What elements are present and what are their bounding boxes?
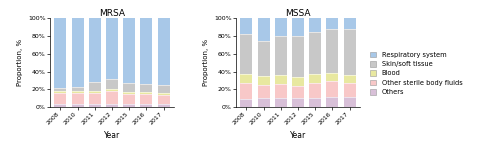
Y-axis label: Proportion, %: Proportion, % [16,39,22,86]
Bar [89,93,101,104]
Bar [89,104,101,107]
Bar [344,97,355,107]
Bar [275,18,287,36]
Bar [140,94,152,104]
Bar [158,95,170,104]
X-axis label: Year: Year [290,131,306,140]
Bar [326,73,338,81]
Bar [258,85,270,98]
Bar [140,104,152,107]
Bar [54,88,66,91]
Bar [258,41,270,76]
Bar [240,99,252,107]
Bar [292,98,304,107]
Bar [54,18,66,88]
Bar [344,83,355,97]
Bar [123,104,135,107]
Bar [158,85,170,93]
Bar [54,91,66,93]
Bar [54,104,66,107]
Bar [309,18,321,32]
Bar [326,18,338,29]
Bar [72,87,84,91]
Bar [292,18,304,36]
Bar [72,91,84,93]
Bar [275,98,287,107]
Bar [89,91,101,93]
Bar [309,74,321,83]
Bar [106,104,118,107]
Bar [54,93,66,104]
Legend: Respiratory system, Skin/soft tissue, Blood, Other sterile body fluids, Others: Respiratory system, Skin/soft tissue, Bl… [368,50,464,97]
Bar [72,93,84,104]
Bar [158,93,170,95]
Bar [240,83,252,99]
Bar [292,77,304,86]
Bar [106,89,118,91]
Title: MSSA: MSSA [285,9,311,18]
Bar [123,18,135,83]
Bar [344,75,355,83]
Bar [326,29,338,73]
Bar [258,76,270,85]
Bar [326,97,338,107]
Bar [344,29,355,75]
Bar [326,81,338,97]
Bar [123,94,135,104]
X-axis label: Year: Year [104,131,120,140]
Title: MRSA: MRSA [99,9,125,18]
Bar [292,86,304,98]
Bar [123,92,135,94]
Bar [140,18,152,84]
Bar [158,18,170,85]
Bar [275,84,287,98]
Bar [106,91,118,104]
Bar [240,74,252,83]
Bar [72,104,84,107]
Bar [309,83,321,98]
Bar [89,18,101,82]
Bar [240,34,252,74]
Bar [89,82,101,91]
Y-axis label: Proportion, %: Proportion, % [202,39,208,86]
Bar [140,92,152,94]
Bar [309,32,321,74]
Bar [258,98,270,107]
Bar [106,18,118,79]
Bar [275,36,287,75]
Bar [140,84,152,92]
Bar [309,98,321,107]
Bar [344,18,355,29]
Bar [123,83,135,92]
Bar [275,75,287,84]
Bar [258,18,270,41]
Bar [106,79,118,89]
Bar [72,18,84,87]
Bar [240,18,252,34]
Bar [158,104,170,107]
Bar [292,36,304,77]
